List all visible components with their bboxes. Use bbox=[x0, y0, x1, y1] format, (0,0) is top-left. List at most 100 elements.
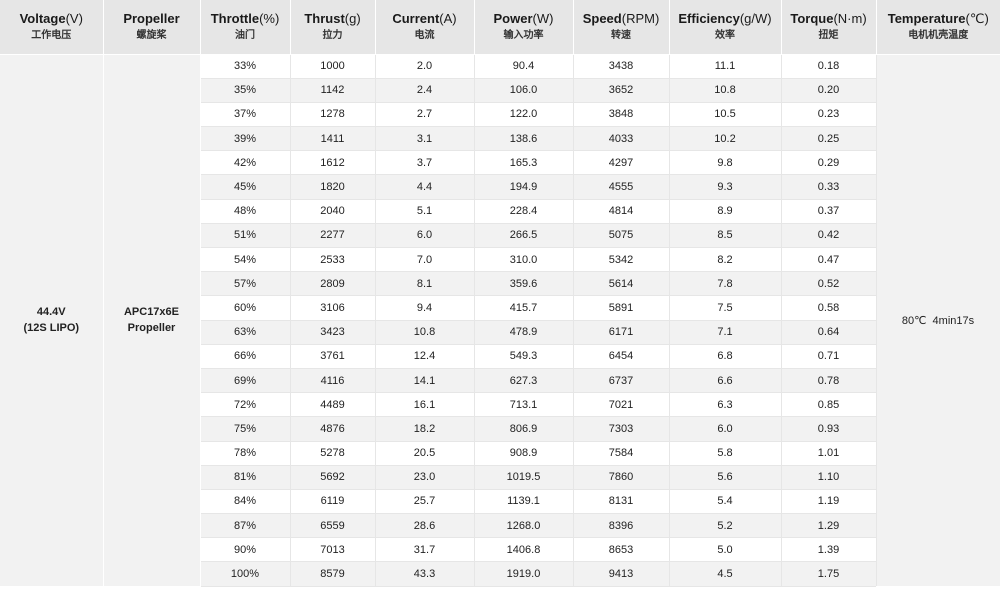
thrust-cell: 1820 bbox=[290, 174, 376, 200]
thrust-cell: 4876 bbox=[290, 416, 376, 442]
current-cell: 4.4 bbox=[375, 174, 475, 200]
column-header-title: Propeller bbox=[123, 11, 180, 27]
throttle-cell: 35% bbox=[200, 78, 291, 103]
thrust-cell: 2809 bbox=[290, 271, 376, 297]
column-header-thrust: Thrust(g) 拉力 bbox=[290, 0, 376, 54]
thrust-cell: 1278 bbox=[290, 102, 376, 128]
power-cell: 1406.8 bbox=[474, 537, 574, 563]
column-header-efficiency: Efficiency(g/W) 效率 bbox=[669, 0, 782, 54]
column-header-unit: (℃) bbox=[965, 11, 989, 27]
column-header-label: Thrust(g) bbox=[291, 10, 375, 27]
throttle-cell: 100% bbox=[200, 561, 291, 587]
table-body: 44.4V (12S LIPO) APC17x6E Propeller 33% 1000 2… bbox=[0, 54, 1000, 587]
column-header-title: Efficiency bbox=[678, 11, 740, 27]
column-header-title: Thrust bbox=[304, 11, 345, 27]
efficiency-cell: 11.1 bbox=[669, 54, 782, 79]
throttle-cell: 45% bbox=[200, 174, 291, 200]
propeller-label: Propeller bbox=[127, 322, 176, 335]
table-row: 69% 4116 14.1 627.3 6737 6.6 0.78 bbox=[0, 368, 1000, 394]
torque-cell: 0.33 bbox=[781, 174, 877, 200]
power-cell: 1919.0 bbox=[474, 561, 574, 587]
table-header: Voltage(V) 工作电压 Propeller 螺旋桨 Throttle(%) 油门 T… bbox=[0, 0, 1000, 54]
column-header-title: Current bbox=[392, 11, 440, 27]
torque-cell: 0.52 bbox=[781, 271, 877, 297]
throttle-cell: 84% bbox=[200, 489, 291, 515]
table-row: 72% 4489 16.1 713.1 7021 6.3 0.85 bbox=[0, 392, 1000, 418]
table-row: 44.4V (12S LIPO) APC17x6E Propeller 33% 1000 2… bbox=[0, 54, 1000, 587]
throttle-cell: 60% bbox=[200, 295, 291, 321]
throttle-cell: 78% bbox=[200, 441, 291, 466]
current-cell: 43.3 bbox=[375, 561, 475, 587]
torque-cell: 0.25 bbox=[781, 126, 877, 152]
column-header-chinese-label: 拉力 bbox=[322, 30, 343, 42]
column-header-chinese-label: 电流 bbox=[414, 30, 435, 42]
thrust-cell: 1000 bbox=[290, 54, 376, 79]
power-cell: 165.3 bbox=[474, 150, 574, 176]
column-header-label: Propeller bbox=[104, 10, 200, 27]
current-cell: 3.7 bbox=[375, 150, 475, 176]
power-cell: 359.6 bbox=[474, 271, 574, 297]
efficiency-cell: 10.2 bbox=[669, 126, 782, 152]
column-header-title: Temperature bbox=[887, 11, 966, 27]
speed-cell: 6454 bbox=[573, 344, 670, 369]
throttle-cell: 33% bbox=[200, 54, 291, 79]
current-cell: 25.7 bbox=[375, 489, 475, 515]
speed-cell: 8131 bbox=[573, 489, 670, 515]
column-header-title: Torque bbox=[790, 11, 834, 27]
column-header-unit: (V) bbox=[65, 11, 83, 27]
torque-cell: 0.42 bbox=[781, 223, 877, 249]
column-header-torque: Torque(N·m) 扭矩 bbox=[781, 0, 877, 54]
efficiency-cell: 6.3 bbox=[669, 392, 782, 418]
column-header-chinese-label: 电机机壳温度 bbox=[908, 30, 969, 42]
current-cell: 20.5 bbox=[375, 441, 475, 466]
throttle-cell: 37% bbox=[200, 102, 291, 128]
thrust-cell: 8579 bbox=[290, 561, 376, 587]
speed-cell: 7303 bbox=[573, 416, 670, 442]
table-row: 75% 4876 18.2 806.9 7303 6.0 0.93 bbox=[0, 416, 1000, 442]
power-cell: 415.7 bbox=[474, 295, 574, 321]
voltage-cell: 44.4V (12S LIPO) bbox=[0, 54, 104, 587]
efficiency-cell: 4.5 bbox=[669, 561, 782, 587]
current-cell: 16.1 bbox=[375, 392, 475, 418]
efficiency-cell: 7.1 bbox=[669, 320, 782, 345]
speed-cell: 6171 bbox=[573, 320, 670, 345]
thrust-cell: 6559 bbox=[290, 513, 376, 539]
torque-cell: 1.29 bbox=[781, 513, 877, 539]
speed-cell: 5614 bbox=[573, 271, 670, 297]
propeller-cell: APC17x6E Propeller bbox=[103, 54, 201, 587]
power-cell: 228.4 bbox=[474, 199, 574, 224]
throttle-cell: 63% bbox=[200, 320, 291, 345]
speed-cell: 4555 bbox=[573, 174, 670, 200]
column-header-label: Throttle(%) bbox=[201, 10, 290, 27]
speed-cell: 9413 bbox=[573, 561, 670, 587]
current-cell: 28.6 bbox=[375, 513, 475, 539]
thrust-cell: 5692 bbox=[290, 465, 376, 490]
torque-cell: 0.78 bbox=[781, 368, 877, 394]
thrust-cell: 3761 bbox=[290, 344, 376, 369]
thrust-cell: 4116 bbox=[290, 368, 376, 394]
speed-cell: 7584 bbox=[573, 441, 670, 466]
current-cell: 23.0 bbox=[375, 465, 475, 490]
table-row: 81% 5692 23.0 1019.5 7860 5.6 1.10 bbox=[0, 465, 1000, 490]
torque-cell: 0.58 bbox=[781, 295, 877, 321]
current-cell: 12.4 bbox=[375, 344, 475, 369]
speed-cell: 8653 bbox=[573, 537, 670, 563]
column-header-unit: (g) bbox=[344, 11, 361, 27]
table-row: 100% 8579 43.3 1919.0 9413 4.5 1.75 bbox=[0, 561, 1000, 587]
speed-cell: 7860 bbox=[573, 465, 670, 490]
current-cell: 7.0 bbox=[375, 247, 475, 273]
efficiency-cell: 7.5 bbox=[669, 295, 782, 321]
power-cell: 806.9 bbox=[474, 416, 574, 442]
power-cell: 1268.0 bbox=[474, 513, 574, 539]
thrust-cell: 6119 bbox=[290, 489, 376, 515]
column-header-unit: (RPM) bbox=[621, 11, 660, 27]
power-cell: 627.3 bbox=[474, 368, 574, 394]
throttle-cell: 69% bbox=[200, 368, 291, 394]
efficiency-cell: 10.8 bbox=[669, 78, 782, 103]
current-cell: 2.0 bbox=[375, 54, 475, 79]
header-row: Voltage(V) 工作电压 Propeller 螺旋桨 Throttle(%) 油门 T… bbox=[0, 0, 1000, 54]
efficiency-cell: 8.5 bbox=[669, 223, 782, 249]
thrust-cell: 7013 bbox=[290, 537, 376, 563]
table-row: 57% 2809 8.1 359.6 5614 7.8 0.52 bbox=[0, 271, 1000, 297]
